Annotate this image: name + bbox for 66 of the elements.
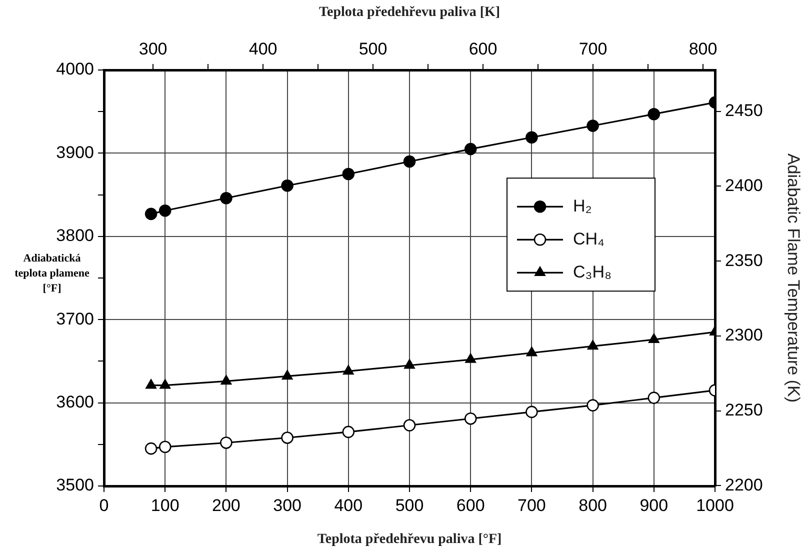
point: [144, 442, 158, 455]
y2-tick-label: 2200: [725, 475, 763, 494]
x2-tick-label: 800: [688, 39, 718, 58]
x-axis-title: Teplota předehřevu paliva [°F]: [317, 532, 502, 548]
y-tick-label: 3700: [56, 309, 94, 328]
x2-tick-label: 300: [138, 39, 168, 58]
point: [342, 365, 354, 375]
y2-tick-label: 2250: [725, 400, 763, 420]
point: [403, 419, 416, 432]
x-tick-label: 900: [640, 496, 668, 515]
point: [526, 131, 538, 144]
point: [586, 120, 599, 132]
x-tick-label: 1000: [696, 496, 734, 515]
x-tick-label: 500: [395, 496, 424, 515]
point: [586, 399, 599, 412]
x2-tick-label: 700: [578, 39, 608, 58]
point: [158, 440, 172, 454]
x-tick-label: 300: [273, 496, 302, 515]
y2-axis-title: Adiabatic Flame Temperature (K): [784, 153, 804, 403]
x-tick-label: 800: [578, 496, 607, 515]
point: [648, 108, 660, 120]
point: [144, 208, 158, 220]
point: [342, 426, 355, 438]
x-tick-label: 100: [150, 496, 180, 515]
y-tick-label: 3600: [56, 392, 94, 412]
y2-tick-label: 2300: [725, 326, 763, 345]
point: [220, 436, 232, 449]
point: [526, 346, 538, 356]
point: [464, 142, 477, 156]
x-tick-label: 400: [334, 496, 363, 515]
x2-tick-label: 500: [358, 39, 388, 58]
legend-label: H₂: [573, 196, 592, 216]
x-tick-label: 600: [456, 496, 485, 515]
point: [404, 359, 415, 369]
point: [342, 168, 355, 180]
x2-tick-label: 400: [248, 39, 278, 58]
x-tick-label: 700: [518, 496, 546, 515]
point: [648, 333, 660, 343]
point: [281, 180, 294, 192]
y-tick-label: 3900: [56, 142, 94, 162]
x2-axis-title: Teplota předehřevu paliva [K]: [318, 5, 500, 20]
point: [281, 432, 294, 444]
point: [220, 375, 232, 385]
y-tick-label: 3800: [56, 226, 94, 246]
y-axis-title: Adiabatická teplota plamene [°F]: [14, 252, 90, 295]
point: [648, 392, 660, 404]
x-tick-label: 200: [212, 496, 240, 515]
point: [587, 340, 598, 350]
y-tick-label: 4000: [56, 60, 94, 79]
point: [464, 412, 477, 425]
point: [282, 370, 293, 380]
legend-label: CH₄: [573, 229, 605, 248]
y2-tick-label: 2400: [725, 176, 763, 195]
legend-label: C₃H₈: [573, 262, 612, 282]
point: [160, 379, 171, 389]
x-tick-label: 0: [99, 496, 109, 515]
x2-tick-label: 600: [468, 39, 498, 58]
point: [146, 379, 156, 389]
y2-tick-label: 2450: [725, 101, 763, 120]
point: [526, 406, 538, 418]
point: [403, 155, 416, 168]
point: [465, 353, 476, 363]
point: [158, 204, 172, 217]
point: [220, 192, 232, 204]
y-tick-label: 3500: [56, 476, 94, 495]
y2-tick-label: 2350: [725, 250, 763, 270]
